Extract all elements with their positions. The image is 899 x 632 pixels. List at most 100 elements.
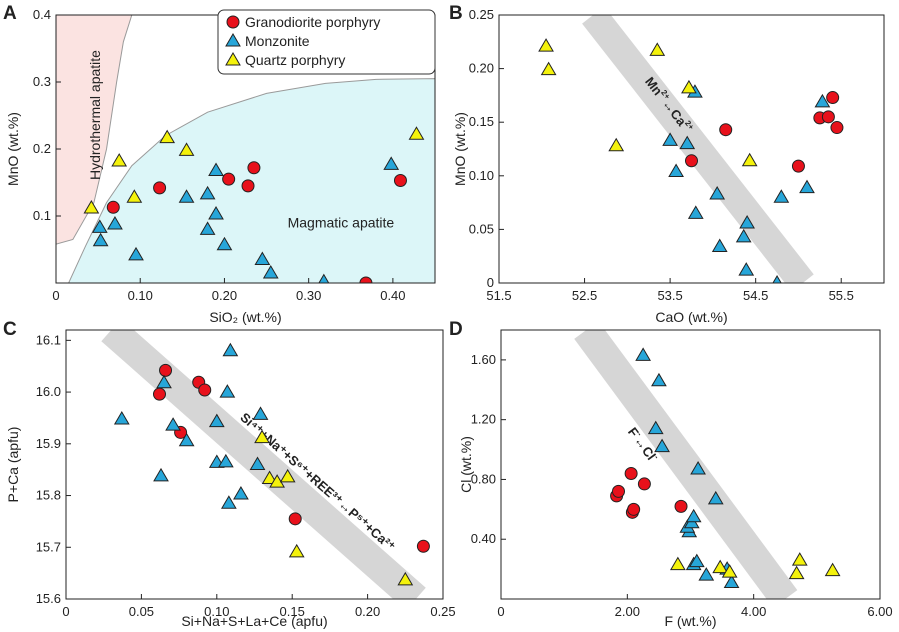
reaction-label-part: -: [652, 453, 661, 461]
point-quartz: [159, 129, 176, 144]
point-quartz: [788, 565, 805, 580]
point-monzonite: [254, 251, 271, 266]
point-monzonite: [735, 228, 752, 243]
x-tick-label: 0.25: [430, 604, 455, 619]
point-quartz: [178, 142, 195, 156]
point-granodiorite: [247, 161, 261, 175]
panel-label-a: A: [3, 3, 17, 24]
point-granodiorite: [611, 484, 625, 498]
point-granodiorite: [106, 200, 120, 214]
y-tick-label: 15.6: [36, 591, 61, 606]
point-monzonite: [208, 205, 224, 220]
x-tick-label: 0.30: [296, 288, 321, 303]
point-monzonite: [723, 574, 740, 589]
legend: Granodiorite porphyry Monzonite Quartz p…: [217, 9, 436, 75]
point-monzonite: [165, 417, 181, 431]
reaction-band: [101, 330, 426, 599]
point-quartz: [261, 470, 278, 484]
point-quartz: [721, 564, 738, 578]
x-tick-label: 0.20: [355, 604, 380, 619]
point-monzonite: [635, 347, 651, 361]
y-tick-label: 0.1: [33, 208, 51, 223]
point-quartz: [649, 42, 666, 56]
y-tick-label: 1.20: [471, 412, 496, 427]
panel-c-frame: [65, 329, 444, 600]
point-monzonite: [262, 264, 279, 279]
point-monzonite: [772, 275, 782, 283]
point-monzonite: [654, 438, 670, 453]
point-monzonite: [647, 420, 664, 435]
panel-label-d: D: [449, 319, 463, 340]
reaction-label-part: -: [635, 430, 644, 438]
point-monzonite: [153, 467, 169, 482]
point-monzonite: [178, 189, 195, 203]
point-monzonite: [233, 485, 249, 500]
x-tick-label: 0.10: [128, 288, 153, 303]
point-monzonite: [739, 214, 755, 229]
point-granodiorite: [159, 363, 173, 377]
point-monzonite: [799, 179, 815, 194]
point-monzonite: [773, 189, 790, 203]
point-quartz: [254, 429, 270, 444]
panel-a-scatter: Hydrothermal apatite Magmatic apatite 0 0…: [5, 7, 436, 325]
point-granodiorite: [719, 123, 733, 137]
point-granodiorite: [624, 466, 638, 480]
x-tick-label: 0.15: [280, 604, 305, 619]
point-granodiorite: [152, 387, 166, 401]
point-monzonite: [651, 372, 667, 387]
point-granodiorite: [416, 539, 430, 553]
point-monzonite: [156, 374, 172, 389]
point-monzonite: [128, 246, 144, 261]
point-monzonite: [383, 156, 400, 170]
point-quartz: [83, 199, 100, 214]
point-granodiorite: [288, 512, 302, 526]
y-tick-label: 15.7: [36, 539, 61, 554]
point-monzonite: [662, 132, 678, 146]
point-monzonite: [222, 342, 239, 357]
annotation-magmatic: Magmatic apatite: [288, 214, 395, 230]
point-monzonite: [709, 186, 726, 200]
reaction-band: [582, 15, 814, 283]
point-granodiorite: [821, 110, 835, 124]
point-monzonite: [698, 567, 715, 581]
x-tick-label: 0.05: [129, 604, 154, 619]
y-tick-label: 0.80: [471, 471, 496, 486]
point-monzonite: [92, 232, 109, 247]
point-monzonite: [199, 185, 216, 200]
y-tick-label: 0: [487, 275, 494, 290]
point-monzonite: [208, 162, 224, 176]
point-monzonite: [91, 219, 108, 233]
legend-marker-monzonite: [225, 33, 241, 47]
point-granodiorite: [393, 173, 407, 187]
x-tick-label: 4.00: [741, 604, 766, 619]
legend-label-granodiorite: Granodiorite porphyry: [245, 14, 380, 30]
field-hydrothermal: [56, 15, 133, 245]
point-monzonite: [252, 406, 269, 420]
legend-box: [217, 9, 436, 75]
point-granodiorite: [685, 154, 698, 168]
x-axis-label: F (wt.%): [664, 613, 716, 629]
point-monzonite: [178, 432, 195, 447]
x-tick-label: 53.5: [657, 288, 682, 303]
legend-marker-quartz: [225, 52, 241, 66]
x-tick-label: 55.5: [829, 288, 854, 303]
point-monzonite: [199, 221, 216, 235]
point-granodiorite: [627, 502, 641, 516]
point-quartz: [741, 152, 758, 167]
annotation-hydrothermal: Hydrothermal apatite: [87, 50, 103, 180]
panel-d-scatter: F-↔Cl- 0 2.00 4.00 6.000.400.801.201.60F (w…: [458, 329, 893, 629]
x-tick-label: 0: [52, 288, 59, 303]
point-granodiorite: [830, 121, 844, 135]
point-monzonite: [668, 163, 684, 178]
x-tick-label: 54.5: [743, 288, 768, 303]
y-tick-label: 0.25: [469, 7, 494, 22]
panel-b-scatter: Mn2+↔Ca2+ 51.5 52.5 53.5 54.5 55.500.050.100…: [452, 7, 885, 325]
x-tick-label: 0.10: [204, 604, 229, 619]
x-axis-label: CaO (wt.%): [655, 309, 727, 325]
y-tick-label: 0.2: [33, 141, 51, 156]
point-quartz: [538, 38, 554, 52]
y-tick-label: 15.8: [36, 488, 61, 503]
point-monzonite: [217, 453, 234, 468]
panel-label-b: B: [449, 3, 463, 24]
point-quartz: [126, 189, 143, 203]
